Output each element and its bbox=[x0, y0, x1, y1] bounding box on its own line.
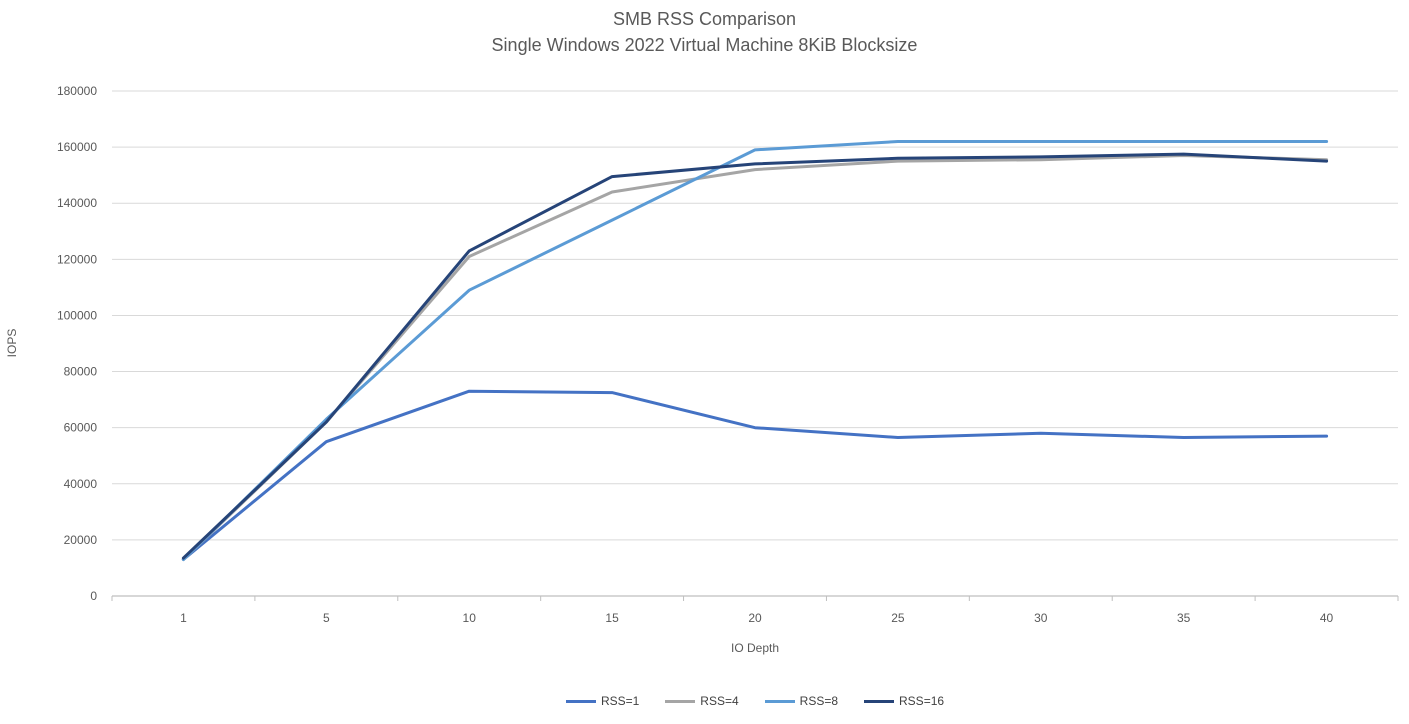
legend-label: RSS=4 bbox=[700, 694, 739, 708]
legend-label: RSS=1 bbox=[600, 694, 640, 708]
legend-line-swatch bbox=[565, 699, 596, 703]
y-axis-tick-label: 60000 bbox=[64, 421, 98, 435]
series-line-rss-1 bbox=[181, 389, 1329, 561]
legend-item-rss-1: RSS=1 bbox=[565, 694, 640, 708]
legend-line-swatch bbox=[864, 699, 895, 703]
y-axis-tick-label: 100000 bbox=[57, 308, 97, 322]
legend-item-rss-16: RSS=16 bbox=[864, 694, 944, 708]
x-axis-tick-label: 1 bbox=[180, 611, 187, 625]
series-line-rss-4 bbox=[181, 154, 1329, 561]
x-axis-tick-label: 25 bbox=[891, 611, 905, 625]
y-axis-tick-label: 180000 bbox=[57, 84, 97, 98]
y-axis-tick-label: 80000 bbox=[64, 365, 98, 379]
y-axis-tick-label: 0 bbox=[90, 589, 97, 603]
chart-title: SMB RSS Comparison Single Windows 2022 V… bbox=[0, 6, 1409, 58]
y-axis-tick-label: 120000 bbox=[57, 252, 97, 266]
legend-label: RSS=16 bbox=[899, 694, 945, 708]
x-axis-tick-label: 5 bbox=[323, 611, 330, 625]
series-line-rss-8 bbox=[181, 140, 1329, 561]
y-axis-tick-label: 160000 bbox=[57, 140, 97, 154]
y-axis-tick-label: 40000 bbox=[64, 477, 98, 491]
x-axis-tick-label: 35 bbox=[1177, 611, 1191, 625]
y-axis-title: IOPS bbox=[5, 328, 19, 358]
x-axis-tick-label: 15 bbox=[605, 611, 619, 625]
chart-title-line2: Single Windows 2022 Virtual Machine 8KiB… bbox=[491, 35, 918, 55]
legend-line-swatch bbox=[764, 699, 795, 703]
x-axis-tick-label: 40 bbox=[1320, 611, 1334, 625]
y-axis-tick-label: 140000 bbox=[57, 196, 97, 210]
chart-legend: RSS=1 RSS=4 RSS=8 RSS=16 bbox=[112, 694, 1398, 708]
x-axis-tick-label: 10 bbox=[463, 611, 477, 625]
legend-line-swatch bbox=[665, 699, 696, 703]
legend-label: RSS=8 bbox=[799, 694, 839, 708]
chart-title-line1: SMB RSS Comparison bbox=[612, 9, 797, 29]
x-axis-title: IO Depth bbox=[730, 641, 780, 655]
x-axis-tick-label: 20 bbox=[748, 611, 762, 625]
legend-item-rss-8: RSS=8 bbox=[764, 694, 839, 708]
x-axis-tick-label: 30 bbox=[1034, 611, 1048, 625]
series-line-rss-16 bbox=[181, 152, 1329, 560]
legend-item-rss-4: RSS=4 bbox=[665, 694, 739, 708]
y-axis-tick-label: 20000 bbox=[64, 533, 98, 547]
